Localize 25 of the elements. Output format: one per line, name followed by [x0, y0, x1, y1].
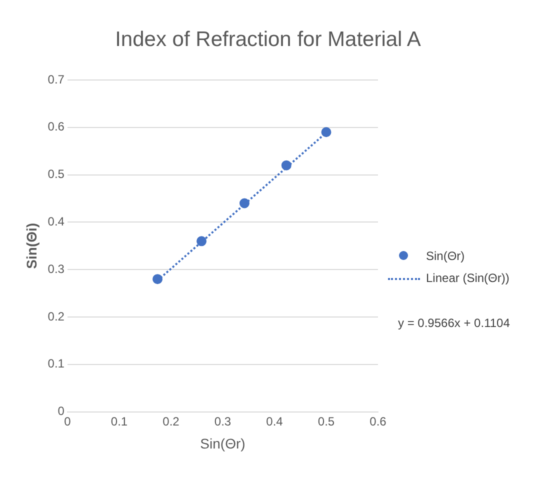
x-tick-label: 0.3: [214, 414, 232, 428]
y-tick-label: 0.6: [48, 120, 65, 134]
point: [281, 160, 292, 170]
y-tick-label: 0.3: [48, 262, 65, 276]
point: [196, 236, 207, 246]
y-tick-label: 0.4: [48, 214, 65, 229]
x-tick-label: 0.5: [318, 414, 335, 428]
legend-label: Linear (Sin(Θr)): [426, 271, 510, 285]
chart-title: Index of Refraction for Material A: [114, 28, 422, 52]
y-tick-label: 0.7: [48, 72, 65, 86]
y-tick-label: 0: [58, 404, 65, 418]
x-tick-label: 0.6: [370, 414, 387, 428]
point: [152, 274, 163, 284]
x-tick-label: 0.1: [110, 414, 128, 428]
y-tick-label: 0.2: [48, 309, 65, 324]
legend-label: Sin(Θr): [426, 249, 465, 263]
text: y = 0.9566x + 0.1104: [398, 316, 510, 330]
x-axis-title: Sin(Θr): [200, 435, 246, 452]
y-tick-label: 0.5: [48, 167, 65, 182]
y-axis-title: Sin(Θi): [23, 222, 40, 269]
x-tick-label: 0.2: [162, 414, 180, 428]
y-tick-label: 0.1: [48, 356, 65, 371]
point: [239, 198, 250, 208]
point: [321, 127, 332, 138]
x-tick-label: 0.4: [266, 414, 284, 428]
